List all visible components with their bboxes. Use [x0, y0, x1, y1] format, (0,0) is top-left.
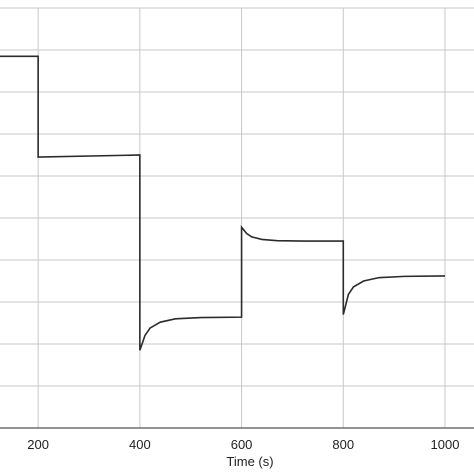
x-tick-label: 800	[332, 437, 354, 452]
x-tick-labels: 200 400 600 800 1000	[27, 437, 459, 452]
x-tick-label: 400	[129, 437, 151, 452]
x-tick-label: 600	[231, 437, 253, 452]
x-tick-label: 1000	[431, 437, 460, 452]
grid-lines	[0, 7, 474, 429]
x-tick-label: 200	[27, 437, 49, 452]
x-axis-label: Time (s)	[226, 454, 273, 469]
series-line	[0, 55, 446, 351]
